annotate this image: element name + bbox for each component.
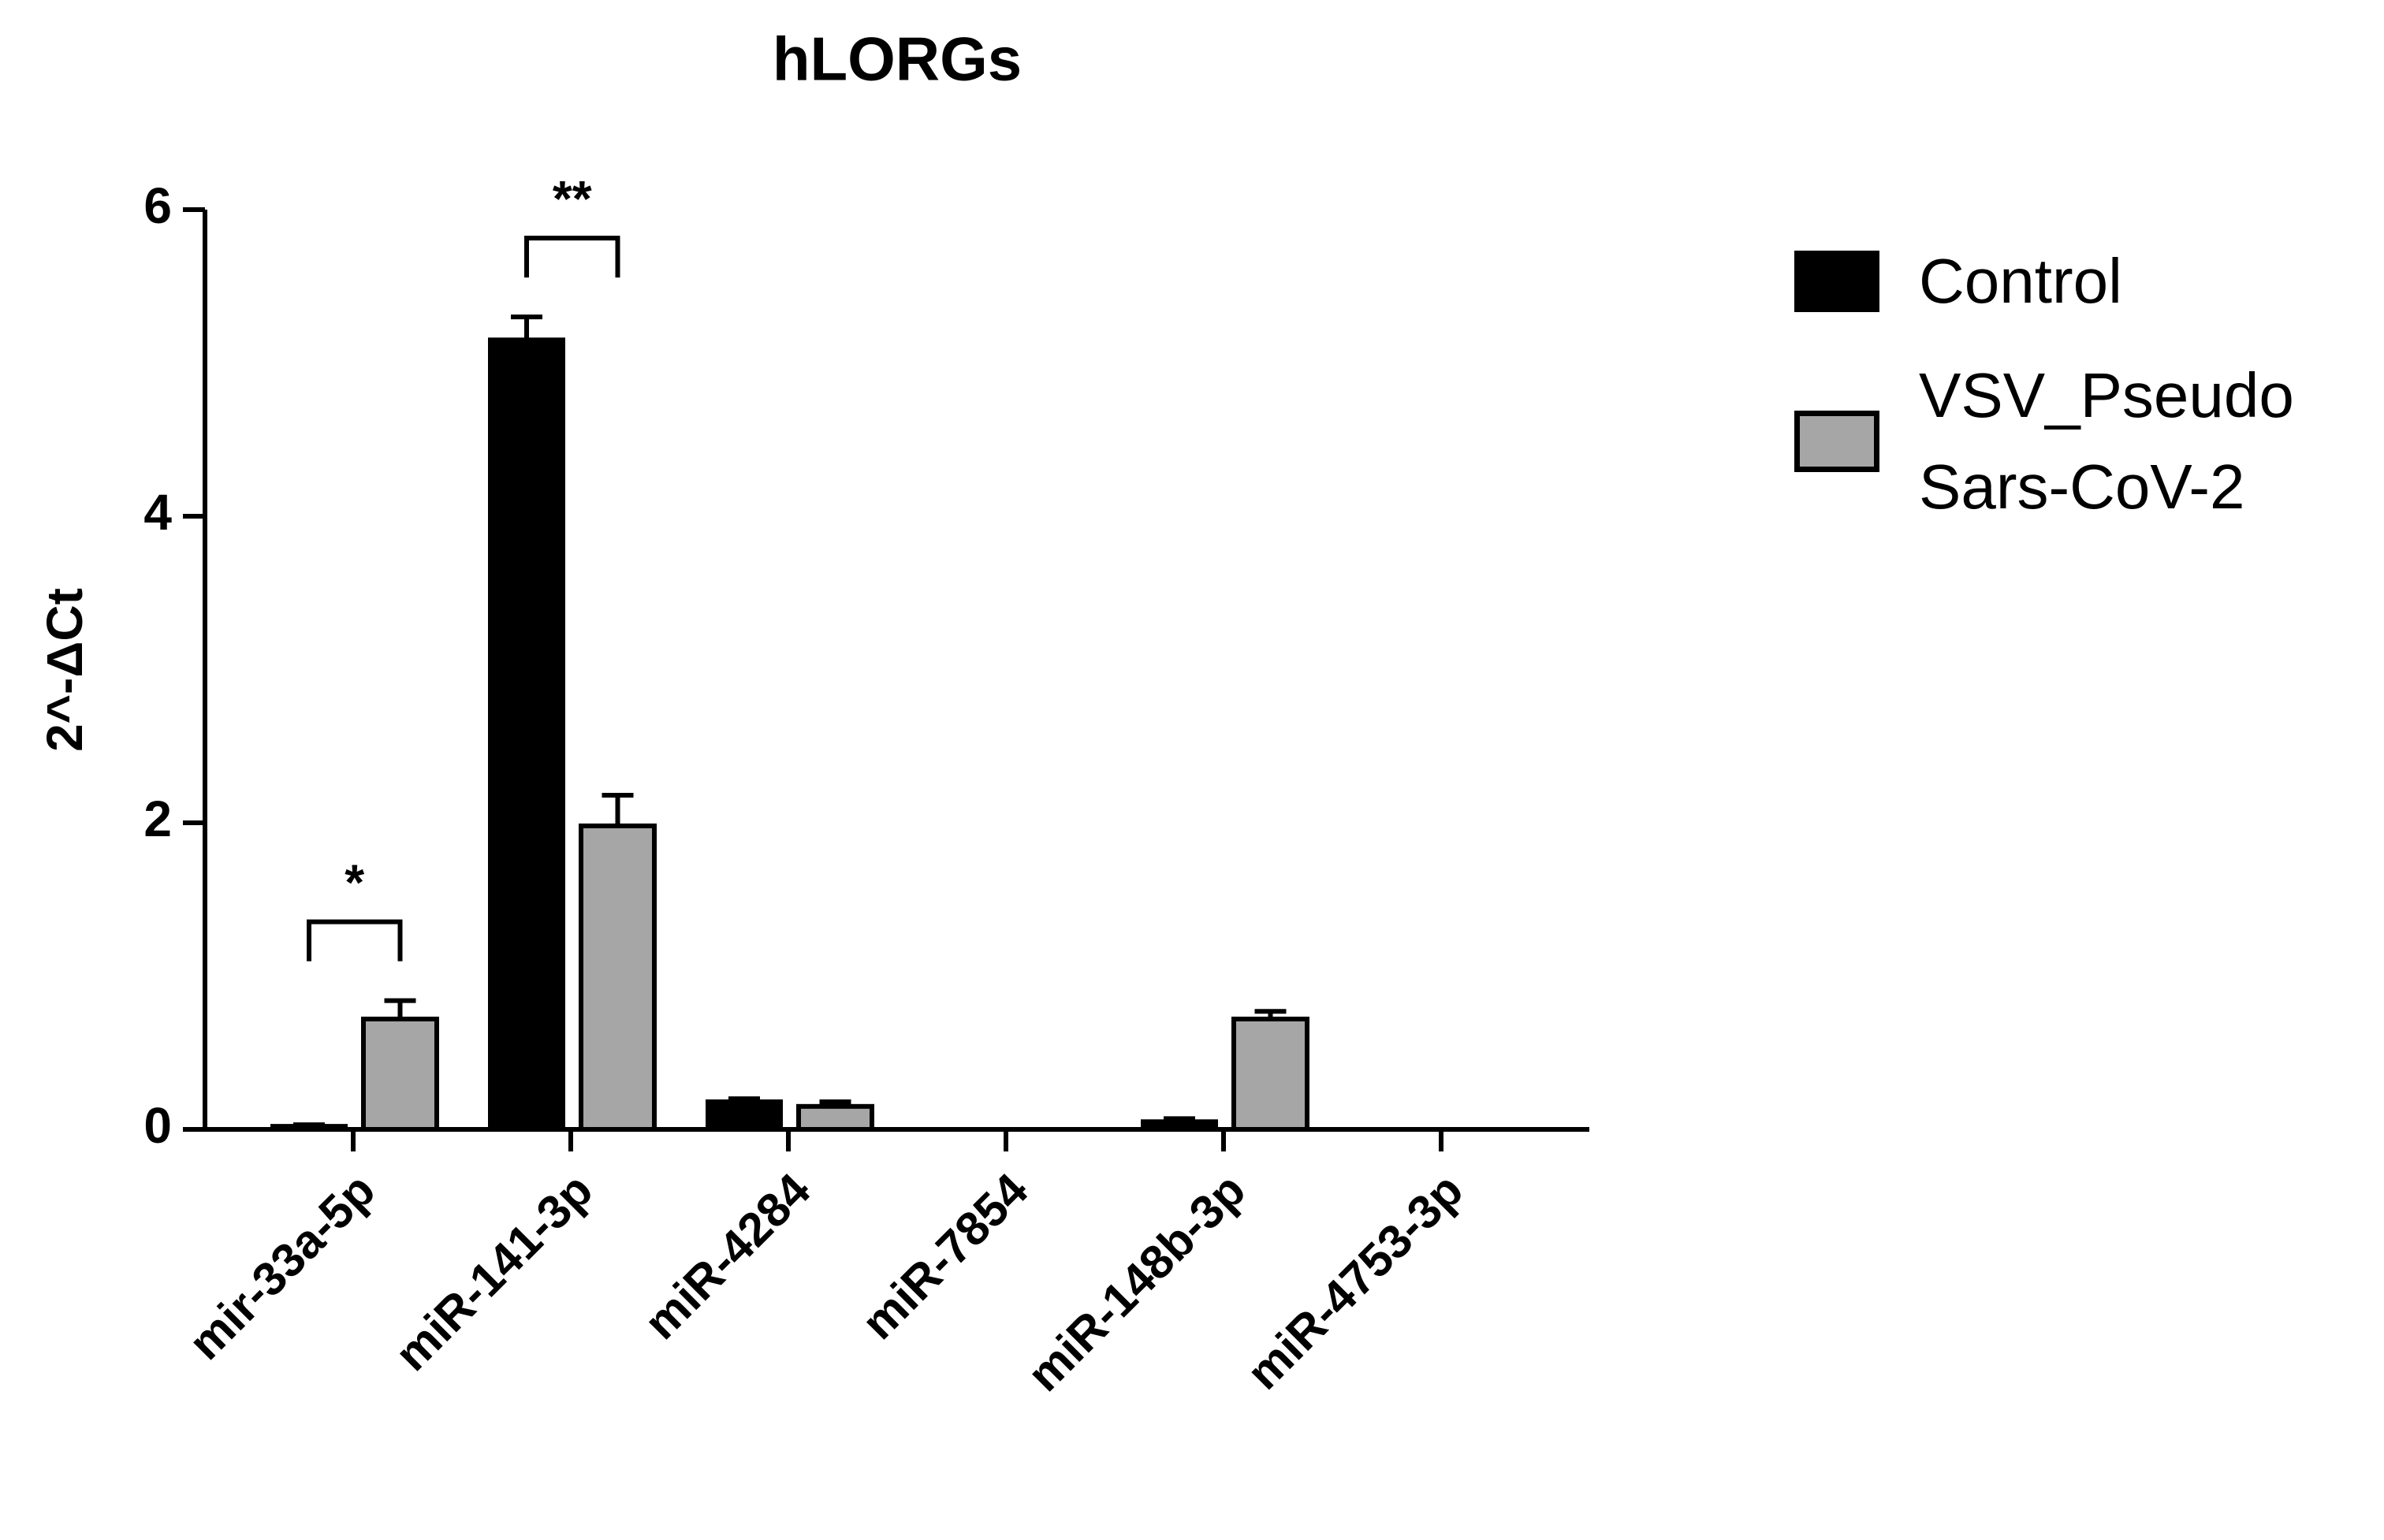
significance-bracket xyxy=(524,236,620,278)
legend-item: VSV_Pseudo Sars-CoV-2 xyxy=(1794,351,2294,532)
x-tick-label: mir-33a-5p xyxy=(178,1163,385,1370)
significance-label: ** xyxy=(553,170,592,227)
x-tick-label: miR-4753-3p xyxy=(1237,1163,1473,1400)
bar xyxy=(488,337,565,1132)
x-tick-label: miR-141-3p xyxy=(385,1163,602,1381)
significance-label: * xyxy=(345,854,364,911)
bar xyxy=(1141,1119,1218,1133)
x-tick-label: miR-7854 xyxy=(851,1163,1037,1349)
legend-label: VSV_Pseudo Sars-CoV-2 xyxy=(1919,360,2294,522)
bar xyxy=(706,1099,783,1132)
x-tick-label: miR-4284 xyxy=(634,1163,820,1349)
legend-swatch xyxy=(1794,411,1879,472)
x-tick-label: miR-148b-3p xyxy=(1017,1163,1255,1401)
bar xyxy=(1231,1016,1309,1132)
legend-label: Control xyxy=(1919,246,2122,316)
y-tick-label: 0 xyxy=(143,1097,172,1154)
bar xyxy=(361,1016,439,1132)
significance-bracket xyxy=(307,919,403,962)
chart-title: hLORGs xyxy=(773,24,1022,94)
bar xyxy=(579,823,657,1132)
bar xyxy=(796,1103,874,1132)
y-tick-label: 2 xyxy=(143,790,172,847)
y-tick-label: 6 xyxy=(143,177,172,234)
y-tick-label: 4 xyxy=(143,484,172,541)
legend-item: Control xyxy=(1794,236,2122,327)
legend-swatch xyxy=(1794,251,1879,312)
y-axis-title: 2^-ΔCt xyxy=(36,588,93,752)
